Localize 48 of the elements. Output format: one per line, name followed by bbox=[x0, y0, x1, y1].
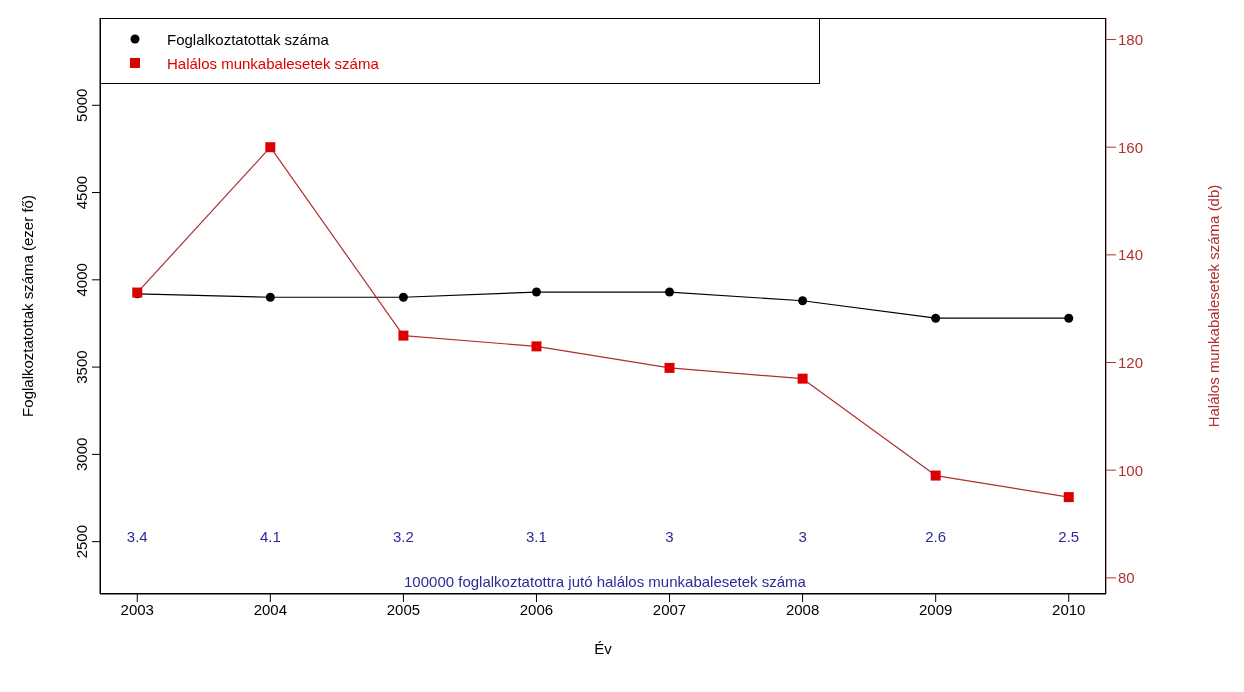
point bbox=[398, 330, 409, 341]
point bbox=[1064, 313, 1074, 323]
y-tick-label: 3000 bbox=[73, 437, 91, 472]
point bbox=[531, 341, 542, 352]
annotation: 2.5 bbox=[1057, 528, 1081, 545]
point bbox=[1063, 492, 1074, 503]
point bbox=[265, 292, 275, 302]
x-tick-label: 2006 bbox=[519, 600, 554, 618]
y2-tick-label: 160 bbox=[1118, 138, 1144, 156]
point bbox=[930, 470, 941, 481]
y-tick-label: 2500 bbox=[73, 524, 91, 559]
point bbox=[531, 287, 541, 297]
x-tick-label: 2003 bbox=[120, 600, 154, 618]
y-axis-title: Foglalkoztatottak száma (ezer fő) bbox=[19, 195, 37, 417]
point bbox=[265, 142, 276, 153]
x-tick-label: 2010 bbox=[1052, 600, 1086, 618]
annotation: 100000 foglalkoztatottra jutó halálos munkabalesetek száma bbox=[403, 573, 807, 590]
annotation: 3.2 bbox=[391, 528, 415, 545]
y2-tick-label: 180 bbox=[1118, 30, 1144, 48]
y2-tick-label: 120 bbox=[1118, 353, 1144, 371]
point bbox=[797, 373, 808, 384]
y-tick-label: 5000 bbox=[73, 88, 91, 122]
x-tick-label: 2009 bbox=[918, 600, 953, 618]
annotation: 2.6 bbox=[924, 528, 948, 545]
x-tick-label: 2004 bbox=[253, 600, 288, 618]
y2-axis-title: Halálos munkabalesetek száma (db) bbox=[1205, 184, 1223, 428]
point bbox=[664, 362, 675, 373]
point bbox=[665, 287, 675, 297]
legend-label: Foglalkoztatottak száma bbox=[167, 30, 329, 48]
x-tick-label: 2007 bbox=[652, 600, 687, 618]
annotation: 3.4 bbox=[125, 528, 149, 545]
annotation: 3.1 bbox=[525, 528, 548, 545]
annotation: 3 bbox=[664, 528, 675, 545]
point bbox=[798, 296, 808, 306]
y-tick-label: 3500 bbox=[73, 350, 91, 384]
x-axis-title: Év bbox=[594, 640, 613, 657]
y2-tick-label: 80 bbox=[1118, 569, 1135, 587]
annotation: 3 bbox=[797, 528, 808, 545]
annotation: 4.1 bbox=[258, 528, 282, 545]
y2-tick-label: 140 bbox=[1118, 246, 1144, 264]
y-tick-label: 4000 bbox=[73, 263, 91, 297]
x-tick-label: 2008 bbox=[785, 600, 820, 618]
x-tick-label: 2005 bbox=[386, 600, 421, 618]
y-tick-label: 4500 bbox=[73, 175, 91, 210]
point bbox=[931, 313, 941, 323]
legend-label: Halálos munkabalesetek száma bbox=[167, 54, 379, 72]
point bbox=[398, 292, 408, 302]
y2-tick-label: 100 bbox=[1118, 461, 1144, 479]
